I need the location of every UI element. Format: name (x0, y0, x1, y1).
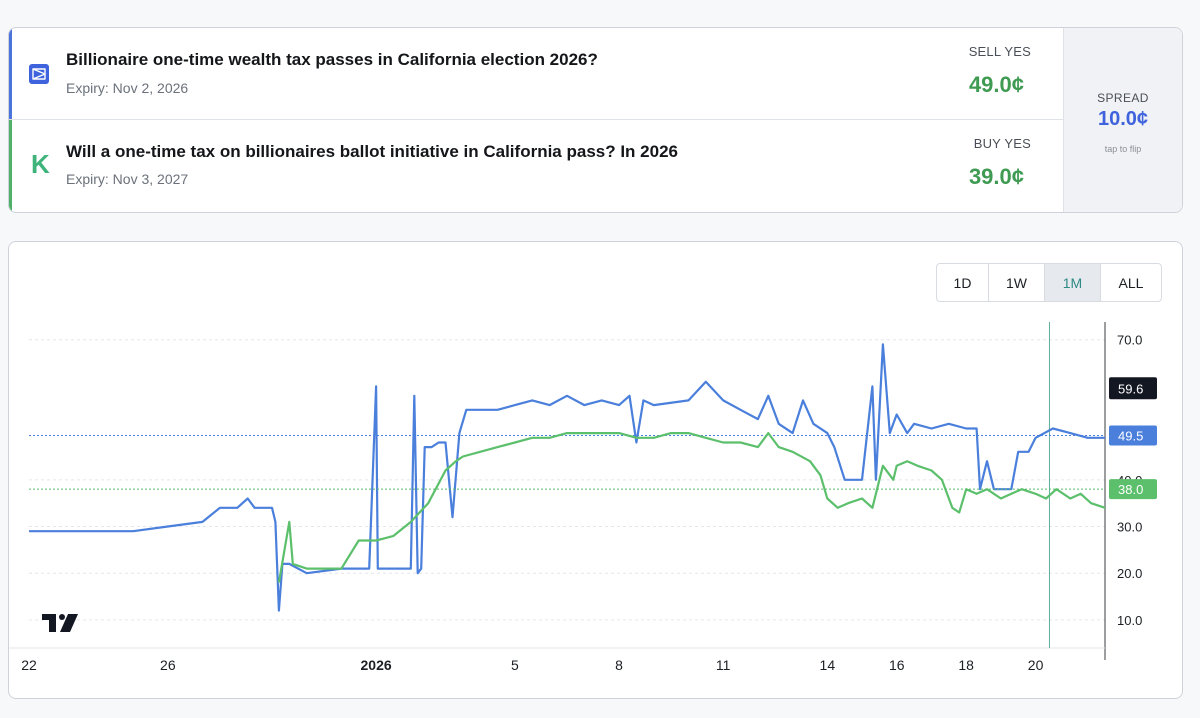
spread-label: SPREAD (1097, 91, 1149, 105)
x-tick-label: 14 (820, 657, 836, 673)
tradingview-logo-icon[interactable] (42, 614, 78, 637)
y-tick-label: 20.0 (1117, 566, 1142, 581)
polymarket-logo-icon (29, 64, 49, 84)
range-tab-all[interactable]: ALL (1118, 274, 1144, 291)
x-tick-label: 2026 (361, 657, 392, 673)
price-chart-card: 10.020.030.040.070.049.538.059.622262026… (8, 241, 1183, 699)
spread-value: 10.0¢ (1097, 108, 1149, 130)
last-value-badge-0 (1109, 425, 1157, 446)
y-tick-label: 30.0 (1117, 520, 1142, 535)
price-chart[interactable]: 10.020.030.040.070.049.538.059.622262026… (9, 242, 1183, 699)
time-range-tabs: 1D 1W 1M ALL (936, 263, 1162, 302)
spread-hint: tap to flip (1104, 144, 1142, 154)
y-tick-label: 10.0 (1117, 613, 1142, 628)
x-tick-label: 16 (889, 657, 905, 673)
buy-yes-price: 39.0¢ (968, 164, 1024, 189)
range-tab-1w[interactable]: 1W (989, 264, 1045, 301)
sell-yes-price: 49.0¢ (968, 72, 1024, 97)
x-tick-label: 5 (511, 657, 519, 673)
market-row-kalshi[interactable]: K Will a one-time tax on billionaires ba… (9, 120, 1064, 212)
x-tick-label: 18 (958, 657, 974, 673)
x-tick-label: 11 (716, 657, 731, 673)
x-tick-label: 8 (615, 657, 623, 673)
x-tick-label: 22 (21, 657, 37, 673)
buy-yes-label: BUY YES (973, 136, 1031, 151)
market-title: Will a one-time tax on billionaires ball… (66, 142, 678, 161)
crosshair-value-label: 59.6 (1118, 381, 1143, 396)
x-tick-label: 20 (1028, 657, 1044, 673)
x-tick-label: 26 (160, 657, 176, 673)
last-value-badge-1 (1109, 479, 1157, 500)
market-expiry: Expiry: Nov 3, 2027 (66, 171, 189, 187)
market-accent-bar (9, 120, 12, 212)
y-tick-label: 70.0 (1117, 333, 1142, 348)
last-value-label-0: 49.5 (1118, 428, 1143, 443)
market-expiry: Expiry: Nov 2, 2026 (66, 80, 189, 96)
market-row-polymarket[interactable]: Billionaire one-time wealth tax passes i… (9, 28, 1064, 120)
market-comparison-panel: Billionaire one-time wealth tax passes i… (8, 27, 1183, 213)
crosshair-badge (1109, 377, 1157, 400)
last-value-label-1: 38.0 (1118, 482, 1143, 497)
series-line-1 (277, 432, 1105, 583)
kalshi-logo-icon: K (31, 149, 50, 179)
spread-toggle-button[interactable]: SPREAD 10.0¢ tap to flip (1063, 28, 1182, 212)
range-tab-1m[interactable]: 1M (1045, 264, 1101, 301)
range-tab-1d[interactable]: 1D (937, 264, 989, 301)
sell-yes-label: SELL YES (968, 44, 1031, 59)
series-line-0 (29, 343, 1105, 612)
market-title: Billionaire one-time wealth tax passes i… (66, 50, 598, 69)
market-accent-bar (9, 28, 12, 119)
